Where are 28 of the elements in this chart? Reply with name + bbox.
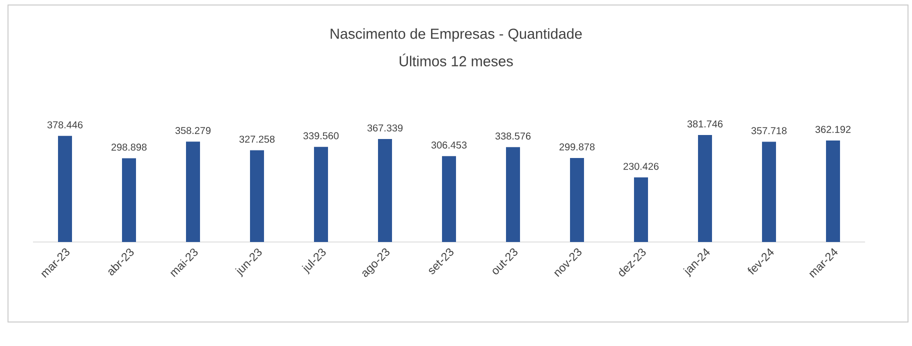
data-label: 362.192 <box>815 126 851 133</box>
bar <box>378 139 392 242</box>
data-label: 298.898 <box>112 144 147 151</box>
bar <box>58 136 72 242</box>
bar <box>762 142 776 242</box>
data-label: 381.746 <box>687 120 723 128</box>
data-label: 378.446 <box>47 121 83 128</box>
data-label: 230.426 <box>624 162 659 170</box>
data-label: 358.279 <box>175 126 211 134</box>
data-label: 367.339 <box>367 124 403 132</box>
bar <box>186 142 200 242</box>
bar <box>698 134 712 242</box>
bar <box>506 147 520 242</box>
chart-subtitle: Últimos 12 meses <box>400 54 513 66</box>
data-label: 327.258 <box>239 136 275 143</box>
bar <box>570 158 584 242</box>
chart-title: Nascimento de Empresas - Quantidade <box>330 28 582 42</box>
data-label: 338.576 <box>495 132 531 140</box>
data-label: 357.718 <box>751 127 787 134</box>
bar <box>314 146 328 242</box>
data-label: 339.560 <box>303 132 339 140</box>
data-label: 299.878 <box>560 143 595 150</box>
bar <box>634 177 648 242</box>
bar <box>250 150 264 242</box>
bar <box>826 140 840 242</box>
data-label: 306.453 <box>431 142 467 149</box>
bar <box>122 158 136 242</box>
bar <box>442 156 456 242</box>
